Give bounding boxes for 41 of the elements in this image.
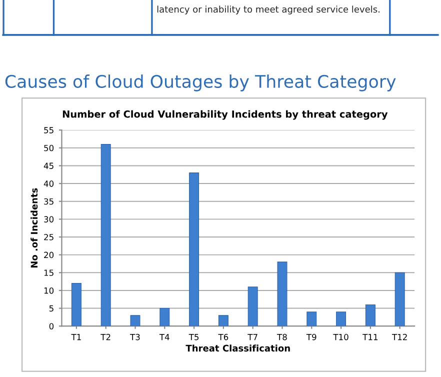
chart-subtitle: Number of Cloud Vulnerability Incidents by threat category xyxy=(62,110,388,120)
bar xyxy=(365,304,376,326)
x-tick-label: T1 xyxy=(71,334,81,340)
text: latency or inability to meet agreed service levels. xyxy=(157,6,380,14)
x-tick-label: T12 xyxy=(392,334,407,340)
x-tick-label: T11 xyxy=(362,334,378,340)
y-tick-label: 30 xyxy=(44,216,54,222)
bar xyxy=(277,262,288,326)
chart-title: Causes of Cloud Outages by Threat Category xyxy=(5,74,396,92)
y-tick-label: 5 xyxy=(49,305,54,312)
x-tick-label: T7 xyxy=(248,334,258,340)
y-axis-title: No .of Incidents xyxy=(30,188,38,268)
y-tick-label: 10 xyxy=(44,287,54,294)
bar xyxy=(160,308,170,326)
bar xyxy=(248,286,258,326)
bar xyxy=(306,312,317,326)
x-tick-label: T3 xyxy=(130,334,140,340)
y-tick-label: 50 xyxy=(44,144,54,152)
y-tick-label: 40 xyxy=(44,180,54,187)
x-tick-label: T2 xyxy=(100,334,110,340)
x-tick-label: T4 xyxy=(159,334,170,340)
y-tick-label: 55 xyxy=(44,127,54,134)
bar xyxy=(100,144,111,326)
bar xyxy=(71,283,82,326)
bar xyxy=(189,172,200,326)
x-tick-label: T9 xyxy=(306,334,316,340)
y-tick-label: 25 xyxy=(44,234,54,240)
y-tick-label: 45 xyxy=(44,162,54,169)
x-tick-label: T8 xyxy=(277,334,287,340)
x-tick-label: T10 xyxy=(333,334,348,340)
y-tick-label: 15 xyxy=(44,270,54,276)
bar xyxy=(218,315,228,326)
bar xyxy=(336,312,346,326)
bar xyxy=(130,315,140,326)
y-tick-label: 0 xyxy=(49,323,54,330)
bar xyxy=(394,272,405,326)
y-tick-label: 20 xyxy=(44,252,54,258)
y-tick-label: 35 xyxy=(44,198,54,205)
x-axis-title: Threat Classification xyxy=(186,344,290,352)
x-tick-label: T6 xyxy=(218,334,228,340)
x-tick-label: T5 xyxy=(188,334,199,340)
